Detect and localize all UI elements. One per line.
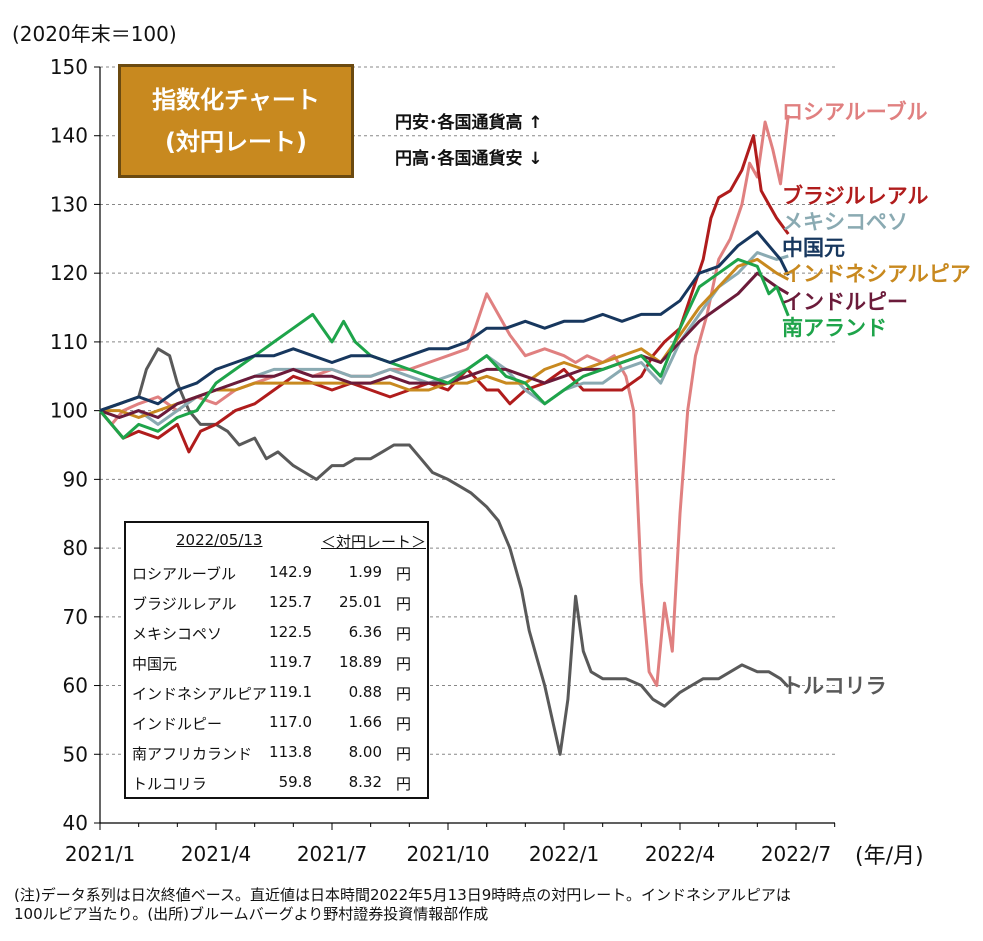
series-label-try: トルコリラ xyxy=(782,674,887,698)
y-tick-label: 110 xyxy=(50,330,88,354)
table-row: インドネシアルピア 119.1 0.88 円 xyxy=(132,683,422,707)
y-tick-label: 40 xyxy=(63,811,88,835)
axes: 40 50 60 70 80 90 100 110 120 130 140 150 2021/1 2021… xyxy=(50,55,836,866)
series-label-idr: インドネシアルピア xyxy=(782,262,971,286)
table-row: 中国元 119.7 18.89 円 xyxy=(132,653,422,677)
x-tick-label: 2021/10 xyxy=(406,842,489,866)
table-cell-name: 中国元 xyxy=(132,655,178,673)
x-tick-label: 2022/7 xyxy=(761,842,831,866)
x-tick-label: 2022/4 xyxy=(645,842,715,866)
table-row: ブラジルレアル 125.7 25.01 円 xyxy=(132,593,422,617)
footnote-line1: (注)データ系列は日次終値ベース。直近値は日本時間2022年5月13日9時時点の… xyxy=(14,886,791,904)
y-tick-label: 60 xyxy=(63,674,88,698)
table-cell-yen: 円 xyxy=(396,625,412,643)
table-row: インドルピー 117.0 1.66 円 xyxy=(132,713,422,737)
table-cell-rate: 8.00 xyxy=(348,743,382,761)
y-tick-label: 80 xyxy=(63,536,88,560)
y-tick-label: 140 xyxy=(50,124,88,148)
table-cell-rate: 6.36 xyxy=(348,623,382,641)
series-line xyxy=(99,230,790,413)
table-row: 南アフリカランド 113.8 8.00 円 xyxy=(132,743,422,767)
y-tick-label: 120 xyxy=(50,261,88,285)
table-cell-name: トルコリラ xyxy=(132,775,207,793)
title-line2: (対円レート) xyxy=(165,128,307,156)
y-tick-label: 50 xyxy=(63,742,88,766)
table-cell-yen: 円 xyxy=(396,595,412,613)
table-cell-index: 122.5 xyxy=(269,623,312,641)
x-unit-label: (年/月) xyxy=(855,844,924,869)
series-label-cny: 中国元 xyxy=(782,236,845,260)
y-tick-label: 150 xyxy=(50,55,88,79)
y-unit-label: (2020年末＝100) xyxy=(12,22,177,46)
table-cell-rate: 1.66 xyxy=(348,713,382,731)
x-tick-label: 2021/7 xyxy=(297,842,367,866)
table-cell-rate: 8.32 xyxy=(348,773,382,791)
series-label-mxn: メキシコペソ xyxy=(782,210,908,234)
footnote-line2: 100ルピア当たり。(出所)ブルームバーグより野村證券投資情報部作成 xyxy=(14,905,489,923)
table-cell-name: インドネシアルピア xyxy=(132,685,267,703)
series-label-zar: 南アランド xyxy=(782,316,887,340)
series-line xyxy=(98,134,790,454)
title-line1: 指数化チャート xyxy=(152,86,320,114)
table-cell-index: 117.0 xyxy=(269,713,312,731)
x-tick-label: 2021/4 xyxy=(181,842,251,866)
table-row: メキシコペソ 122.5 6.36 円 xyxy=(132,623,422,647)
table-cell-index: 59.8 xyxy=(278,773,312,791)
series-label-rub: ロシアルーブル xyxy=(782,100,928,124)
table-cell-index: 119.7 xyxy=(269,653,312,671)
table-cell-yen: 円 xyxy=(396,775,412,793)
latest-value-table: 2022/05/13 ＜対円レート＞ ロシアルーブル 142.9 1.99 円ブラジル… xyxy=(124,521,429,799)
table-cell-index: 113.8 xyxy=(269,743,312,761)
series-line xyxy=(99,347,790,756)
arrow-note-up: 円安･各国通貨高 ↑ xyxy=(395,113,543,133)
y-tick-label: 90 xyxy=(63,467,88,491)
table-cell-name: ブラジルレアル xyxy=(132,595,237,613)
table-cell-name: インドルピー xyxy=(132,715,223,733)
table-cell-yen: 円 xyxy=(396,565,412,583)
table-cell-rate: 0.88 xyxy=(348,683,382,701)
table-cell-yen: 円 xyxy=(396,655,412,673)
y-tick-label: 100 xyxy=(50,399,88,423)
table-cell-rate: 18.89 xyxy=(339,653,382,671)
chart-title-box: 指数化チャート (対円レート) xyxy=(118,64,354,178)
table-cell-yen: 円 xyxy=(396,745,412,763)
table-cell-name: 南アフリカランド xyxy=(132,745,253,763)
series-line xyxy=(98,257,790,440)
x-tick-label: 2022/1 xyxy=(529,842,599,866)
table-cell-name: ロシアルーブル xyxy=(132,565,236,583)
x-tick-label: 2021/1 xyxy=(65,842,135,866)
series-label-brl: ブラジルレアル xyxy=(782,184,929,208)
y-tick-label: 70 xyxy=(63,605,88,629)
table-row: ロシアルーブル 142.9 1.99 円 xyxy=(132,563,422,587)
table-date-header: 2022/05/13 xyxy=(176,531,263,549)
y-tick-label: 130 xyxy=(50,192,88,216)
table-cell-yen: 円 xyxy=(396,715,412,733)
table-row: トルコリラ 59.8 8.32 円 xyxy=(132,773,422,797)
table-cell-rate: 25.01 xyxy=(339,593,382,611)
table-cell-rate: 1.99 xyxy=(348,563,382,581)
table-cell-index: 142.9 xyxy=(269,563,312,581)
table-cell-name: メキシコペソ xyxy=(132,625,223,643)
table-rate-header: ＜対円レート＞ xyxy=(321,533,427,551)
series-lines xyxy=(98,114,790,756)
series-label-inr: インドルピー xyxy=(782,290,908,314)
footnote: (注)データ系列は日次終値ベース。直近値は日本時間2022年5月13日9時時点の… xyxy=(14,886,964,924)
arrow-note-down: 円高･各国通貨安 ↓ xyxy=(395,149,543,169)
table-cell-index: 125.7 xyxy=(269,593,312,611)
table-cell-index: 119.1 xyxy=(269,683,312,701)
table-cell-yen: 円 xyxy=(396,685,412,703)
